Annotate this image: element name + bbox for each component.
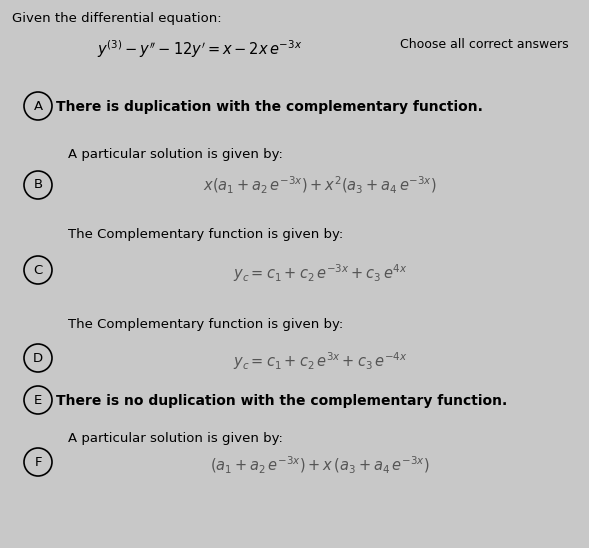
Text: Given the differential equation:: Given the differential equation:: [12, 12, 221, 25]
Text: There is duplication with the complementary function.: There is duplication with the complement…: [56, 100, 483, 114]
Text: Choose all correct answers: Choose all correct answers: [400, 38, 568, 51]
Text: C: C: [34, 264, 42, 277]
Text: The Complementary function is given by:: The Complementary function is given by:: [68, 318, 343, 331]
Text: The Complementary function is given by:: The Complementary function is given by:: [68, 228, 343, 241]
Text: $x(a_1+a_2\,e^{-3x})+x^2(a_3+a_4\,e^{-3x})$: $x(a_1+a_2\,e^{-3x})+x^2(a_3+a_4\,e^{-3x…: [203, 175, 437, 196]
Text: E: E: [34, 393, 42, 407]
Text: $(a_1+a_2\,e^{-3x})+x\,(a_3+a_4\,e^{-3x})$: $(a_1+a_2\,e^{-3x})+x\,(a_3+a_4\,e^{-3x}…: [210, 455, 430, 476]
Text: D: D: [33, 351, 43, 364]
Text: $y^{(3)}-y''-12y'=x-2x\,e^{-3x}$: $y^{(3)}-y''-12y'=x-2x\,e^{-3x}$: [97, 38, 303, 60]
Text: A particular solution is given by:: A particular solution is given by:: [68, 148, 283, 161]
Text: B: B: [34, 179, 42, 191]
Text: A particular solution is given by:: A particular solution is given by:: [68, 432, 283, 445]
Text: F: F: [34, 455, 42, 469]
Text: A: A: [34, 100, 42, 112]
Text: There is no duplication with the complementary function.: There is no duplication with the complem…: [56, 394, 507, 408]
Text: $y_c=c_1+c_2\,e^{-3x}+c_3\,e^{4x}$: $y_c=c_1+c_2\,e^{-3x}+c_3\,e^{4x}$: [233, 262, 407, 284]
Text: $y_c=c_1+c_2\,e^{3x}+c_3\,e^{-4x}$: $y_c=c_1+c_2\,e^{3x}+c_3\,e^{-4x}$: [233, 350, 407, 372]
